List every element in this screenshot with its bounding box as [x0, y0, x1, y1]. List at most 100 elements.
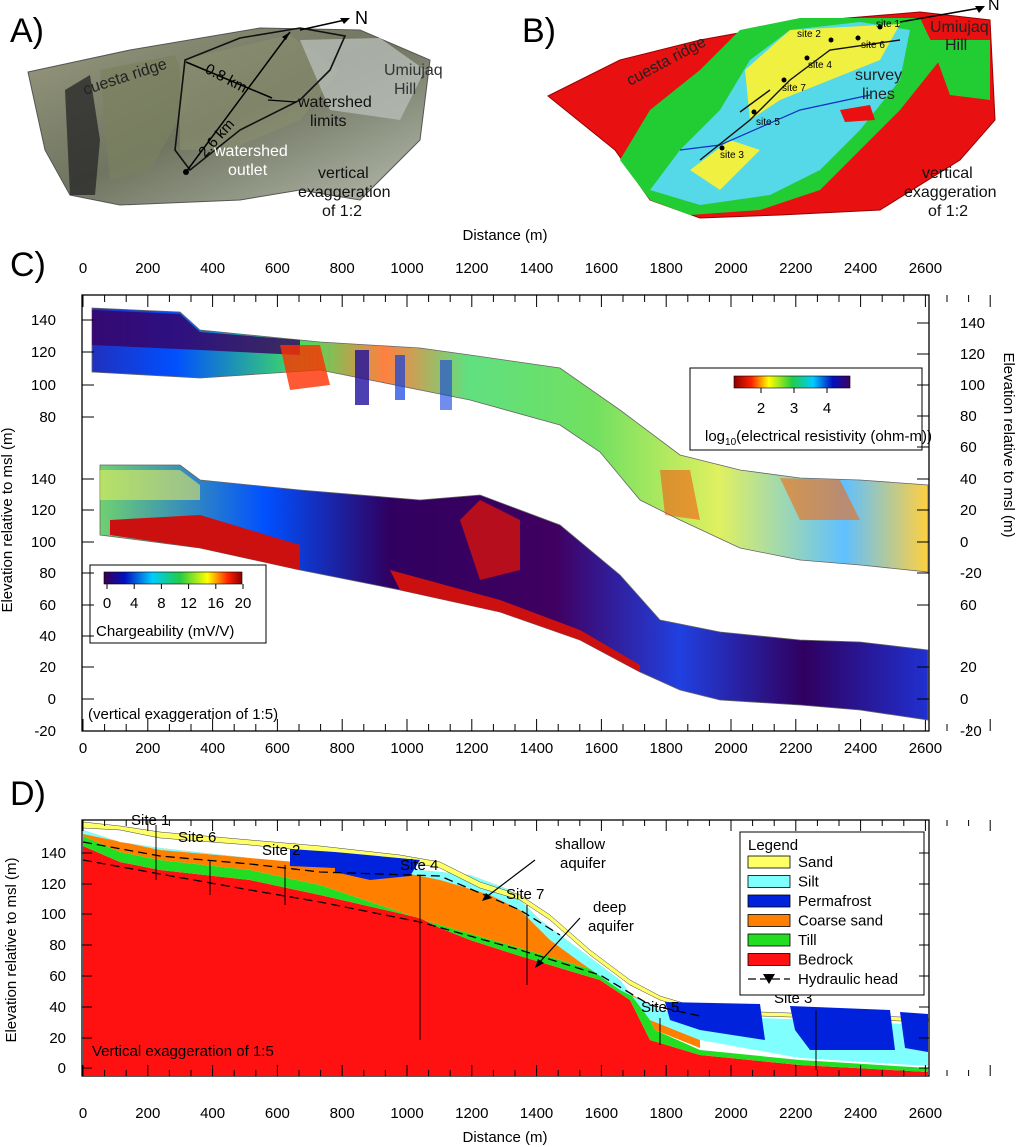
d-legend-label: Sand	[798, 854, 833, 871]
d-site-label: Site 7	[506, 886, 544, 903]
c-left-ytick: 100	[31, 377, 56, 394]
panel-c-ylabel-right: Elevation relative to msl (m)	[1000, 352, 1017, 537]
c-bottom-xtick: 800	[330, 740, 355, 757]
charge-legend-tick: 16	[207, 595, 224, 612]
d-xtick: 800	[330, 1105, 355, 1122]
panel-a-vexag-3: of 1:2	[322, 203, 362, 220]
panel-d-yticks: 140 120 100 80 60 40 20 0	[41, 845, 929, 1077]
panel-d-xticks: 0 200 400 600 800 1000 1200 1400 1600 1800 2000 220…	[79, 820, 991, 1122]
panel-b-north: N	[988, 0, 1000, 14]
c-bottom-xtick: 0	[79, 740, 87, 757]
c-right-ytick: 40	[960, 471, 977, 488]
c-top-xtick: 400	[200, 260, 225, 277]
c-left-ytick: 80	[39, 565, 56, 582]
panel-b-site-3: site 3	[720, 150, 744, 161]
c-top-xtick: 2200	[779, 260, 812, 277]
d-xtick: 1200	[455, 1105, 488, 1122]
d-legend-label: Silt	[798, 874, 820, 891]
d-xtick: 2200	[779, 1105, 812, 1122]
c-bottom-xtick: 1400	[520, 740, 553, 757]
c-top-xtick: 800	[330, 260, 355, 277]
d-legend-label: Bedrock	[798, 952, 854, 969]
panel-b-umiujaq-2: Hill	[945, 37, 967, 54]
c-top-xtick: 2000	[714, 260, 747, 277]
panel-b-label: B)	[522, 12, 556, 50]
panel-c-top-xlabel: Distance (m)	[462, 227, 547, 244]
d-ytick: 100	[41, 906, 66, 923]
c-right-ytick: 140	[960, 315, 985, 332]
d-xtick: 600	[265, 1105, 290, 1122]
shallow-aquifer-1: shallow	[555, 836, 605, 853]
d-ytick: 60	[49, 968, 66, 985]
panel-a-terrain	[27, 27, 431, 206]
c-top-xtick: 1200	[455, 260, 488, 277]
d-legend-label: Hydraulic head	[798, 971, 898, 988]
c-left-ytick: 140	[31, 471, 56, 488]
panel-c-label: C)	[10, 246, 46, 284]
d-xtick: 200	[135, 1105, 160, 1122]
panel-d-label: D)	[10, 775, 46, 813]
charge-legend-tick: 12	[180, 595, 197, 612]
panel-b-vexag-3: of 1:2	[928, 203, 968, 220]
panel-b-site-4: site 4	[808, 60, 832, 71]
panel-a-ws-limits-2: limits	[310, 113, 346, 130]
c-top-xtick: 2600	[909, 260, 942, 277]
c-top-xtick: 600	[265, 260, 290, 277]
c-left-ytick: 100	[31, 534, 56, 551]
charge-legend-tick: 20	[235, 595, 252, 612]
panel-b-model	[547, 6, 996, 219]
d-ytick: 0	[58, 1060, 66, 1077]
c-right-ytick: 0	[960, 534, 968, 551]
c-bottom-xtick: 1000	[390, 740, 423, 757]
res-legend-tick: 4	[823, 400, 831, 417]
panel-a-label: A)	[10, 12, 44, 50]
d-xtick: 0	[79, 1105, 87, 1122]
c-right-ytick: -20	[960, 565, 982, 582]
d-xtick: 1000	[390, 1105, 423, 1122]
panel-a-north: N	[355, 8, 368, 28]
panel-c-frame	[81, 294, 930, 732]
c-left-ytick: 20	[39, 659, 56, 676]
panel-a-vexag-1: vertical	[318, 165, 369, 182]
panel-c-ylabel-left: Elevation relative to msl (m)	[0, 427, 16, 612]
d-xtick: 1600	[585, 1105, 618, 1122]
panel-a-ws-limits-1: watershed	[297, 94, 372, 111]
c-right-ytick: 20	[960, 502, 977, 519]
panel-d-annotations: shallow aquifer deep aquifer Vertical ex…	[92, 836, 634, 1060]
res-legend-log: log	[705, 428, 725, 445]
c-bottom-xtick: 1600	[585, 740, 618, 757]
c-bottom-xtick: 400	[200, 740, 225, 757]
d-xtick: 400	[200, 1105, 225, 1122]
c-bottom-xtick: 2400	[844, 740, 877, 757]
panel-d-ylabel: Elevation relative to msl (m)	[3, 857, 20, 1042]
c-left-ytick: 40	[39, 628, 56, 645]
panel-d-legend: Legend Sand Silt Permafrost Coarse sand Till…	[739, 831, 925, 996]
c-right-ytick: 100	[960, 377, 985, 394]
d-legend-label: Till	[798, 932, 817, 949]
panel-a-umiujaq-2: Hill	[394, 81, 416, 98]
svg-text:log10(electrical resistivity (: log10(electrical resistivity (ohm-m))	[705, 428, 932, 448]
res-legend-tick: 2	[757, 400, 765, 417]
d-legend-swatch	[747, 914, 791, 927]
c-left-ytick: 120	[31, 344, 56, 361]
panel-b-survey-1: survey	[855, 67, 902, 84]
c-bottom-xtick: 2600	[909, 740, 942, 757]
c-left-ytick: 120	[31, 502, 56, 519]
d-xtick: 2400	[844, 1105, 877, 1122]
d-legend-swatch	[747, 875, 791, 888]
d-legend-label: Permafrost	[798, 893, 872, 910]
c-bottom-xtick: 1200	[455, 740, 488, 757]
resistivity-section	[91, 307, 929, 573]
panel-b-site-5: site 5	[756, 117, 780, 128]
d-xtick: 1400	[520, 1105, 553, 1122]
panel-b-site-6: site 6	[861, 40, 885, 51]
c-right-ytick: 80	[960, 408, 977, 425]
panel-a-ws-outlet-2: outlet	[228, 162, 268, 179]
legend-title: Legend	[748, 837, 798, 854]
c-left-ytick: 0	[48, 691, 56, 708]
shallow-aquifer-2: aquifer	[560, 855, 606, 872]
panel-b-site-2: site 2	[797, 29, 821, 40]
